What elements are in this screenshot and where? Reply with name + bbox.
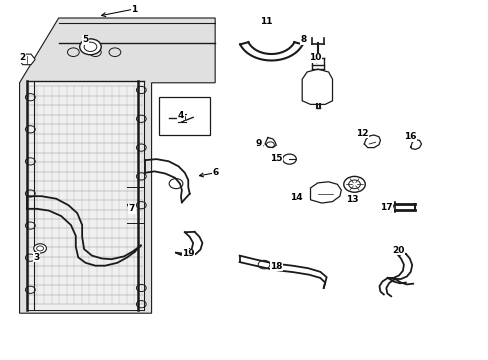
Text: 12: 12 — [355, 129, 367, 138]
Text: 7: 7 — [128, 204, 135, 213]
Text: 16: 16 — [404, 132, 416, 141]
Text: 2: 2 — [19, 53, 25, 62]
Circle shape — [34, 244, 46, 253]
Polygon shape — [19, 54, 35, 65]
FancyBboxPatch shape — [159, 97, 210, 135]
Text: 5: 5 — [82, 35, 88, 44]
Text: 9: 9 — [255, 139, 262, 148]
Circle shape — [80, 39, 101, 55]
Text: 6: 6 — [212, 168, 218, 177]
Text: 10: 10 — [308, 53, 321, 62]
Text: 13: 13 — [345, 195, 358, 204]
Circle shape — [343, 176, 365, 192]
Text: 20: 20 — [391, 246, 404, 255]
Polygon shape — [27, 81, 144, 310]
Polygon shape — [310, 182, 341, 203]
Text: 18: 18 — [269, 262, 282, 271]
Polygon shape — [20, 18, 215, 313]
Text: 19: 19 — [182, 249, 194, 258]
Polygon shape — [302, 69, 332, 104]
Text: 14: 14 — [289, 194, 302, 202]
Text: 15: 15 — [269, 154, 282, 163]
Text: 11: 11 — [260, 17, 272, 26]
Text: 3: 3 — [34, 253, 40, 262]
Text: 1: 1 — [131, 4, 137, 13]
Text: 8: 8 — [300, 35, 305, 44]
Text: 17: 17 — [379, 202, 392, 211]
Text: 4: 4 — [177, 111, 184, 120]
